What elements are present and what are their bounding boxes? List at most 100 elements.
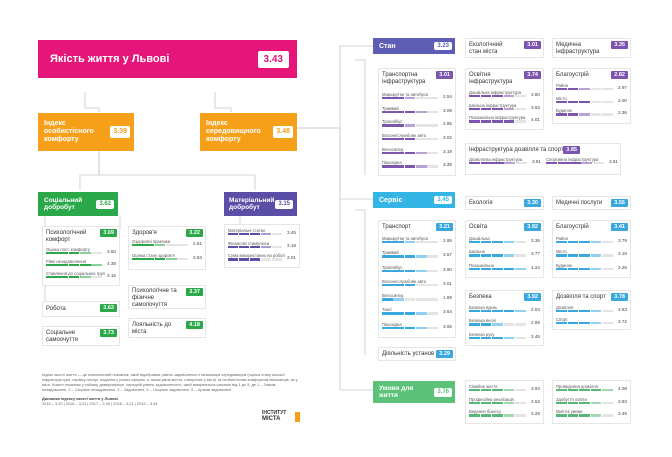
- metric-bar: [382, 312, 438, 315]
- edu-infra-rows: Дошкільна інфраструктура 3.80 Шкільна інфр…: [469, 90, 540, 128]
- metric-bar-segment: [415, 312, 427, 315]
- metric-bar-segment: [393, 326, 405, 330]
- metric-row: Здобуття освіти 3.93: [556, 397, 627, 405]
- education-score: 3.92: [524, 223, 541, 231]
- metric-bar-segment: [480, 162, 492, 165]
- metric-row: Оздоровчі практики 2.81: [132, 239, 202, 247]
- metric-bar-segment: [393, 110, 405, 114]
- metric-row: Безпека вдень 4.04: [469, 305, 540, 313]
- metric-bar-segment: [602, 389, 613, 392]
- trans-infra-card: Транспортна інфраструктура 3.01 Маршрутк…: [378, 68, 456, 176]
- eco-stan-title: Екологічний стан міста: [469, 42, 503, 55]
- social-welfare-box: Соціальний добробут 3.62: [38, 192, 118, 216]
- metric-bar-segment: [427, 138, 438, 141]
- metric-bar-segment: [271, 245, 282, 249]
- metric-label: Шкільна інфраструктура: [469, 102, 517, 108]
- metric-bar-segment: [556, 310, 567, 313]
- metric-value: 3.01: [287, 255, 296, 261]
- social-self-score: 3.73: [100, 329, 117, 337]
- med-infra-score: 3.35: [611, 41, 628, 49]
- physical-score: 3.37: [186, 288, 203, 296]
- work-card: Робота 3.63: [42, 301, 120, 317]
- metric-bar: [556, 414, 613, 417]
- metric-bar-segment: [469, 401, 480, 405]
- metric-bar-segment: [492, 401, 503, 405]
- metric-value: 3.19: [287, 242, 296, 248]
- umovy-title: Умови для життя: [379, 385, 414, 399]
- metric-bar-segment: [260, 245, 272, 249]
- social-welfare-title: Соціальний добробут: [44, 197, 83, 211]
- metric-bar-segment: [602, 254, 613, 257]
- metric-row: Ведення бізнесу 3.29: [469, 409, 540, 417]
- metric-bar-segment: [404, 138, 416, 141]
- metric-row: Дозвіллєва інфраструктура 3.81: [469, 157, 541, 165]
- metric-bar-segment: [79, 252, 91, 255]
- metric-bar-segment: [427, 165, 438, 168]
- metric-label: Дозвіллєва інфраструктура: [469, 157, 523, 162]
- metric-label: Велосипед: [382, 293, 404, 299]
- metric-value: 3.80: [531, 92, 540, 97]
- metric-bar-segment: [415, 326, 427, 330]
- metric-bar-segment: [427, 312, 438, 315]
- leisure-infra-row-b: Спортивна інфраструктура 3.81: [546, 157, 618, 167]
- metric-row: Дошкільна інфраструктура 3.80: [469, 90, 540, 98]
- metric-bar-segment: [567, 100, 579, 104]
- metric-bar-segment: [579, 254, 590, 257]
- metric-bar-segment: [427, 283, 438, 287]
- metric-bar-segment: [515, 95, 526, 98]
- metric-bar-segment: [579, 322, 590, 325]
- metric-label: Ведення бізнесу: [469, 409, 501, 415]
- med-serv-card: Медичні послуги 3.56: [552, 196, 631, 210]
- metric-bar: [228, 233, 282, 236]
- metric-label: Сума використаних на роботі: [228, 253, 286, 259]
- metric-label: Дошкільна: [469, 236, 490, 241]
- metric-row: Мигітні умови 3.49: [556, 409, 627, 417]
- metric-value: 2.36: [618, 110, 627, 116]
- metric-bar: [469, 95, 526, 98]
- metric-bar: [469, 414, 526, 417]
- metric-row: Велосипед 1.89: [382, 293, 452, 301]
- metric-bar-segment: [68, 252, 80, 255]
- metric-bar-segment: [590, 389, 602, 392]
- metric-bar-segment: [579, 310, 590, 313]
- metric-bar-segment: [393, 165, 405, 168]
- metric-bar-segment: [393, 151, 405, 155]
- personal-index-score: 3.39: [110, 126, 130, 138]
- metric-bar: [382, 269, 438, 272]
- metric-bar-segment: [415, 255, 427, 258]
- metric-label: Матеріальні статки: [228, 228, 265, 233]
- note-text: Індекс якості життя — це комплексний пок…: [42, 372, 298, 392]
- metric-bar-segment: [515, 414, 526, 417]
- metric-bar-segment: [382, 241, 393, 244]
- metric-bar-segment: [382, 165, 393, 168]
- metric-bar-segment: [503, 389, 515, 392]
- metric-bar: [132, 244, 188, 247]
- landscape-rows: Район 2.97 Місто 3.00 Будинок 2.36: [556, 83, 627, 121]
- metric-bar-segment: [132, 258, 143, 261]
- metric-bar-segment: [590, 241, 602, 244]
- metric-bar-segment: [249, 258, 261, 261]
- metric-bar-segment: [503, 310, 515, 313]
- metric-row: Будинок 2.36: [556, 108, 627, 116]
- metric-label: Позашкільна інфраструктура: [469, 115, 526, 121]
- metric-bar-segment: [503, 414, 515, 417]
- metric-row: Тролейбус 3.60: [382, 265, 452, 273]
- metric-bar-segment: [556, 100, 567, 104]
- metric-value: 3.15: [107, 273, 116, 278]
- metric-label: Маршрутки та автобуси: [382, 92, 428, 97]
- metric-bar-segment: [503, 336, 515, 340]
- metric-bar-segment: [382, 326, 393, 330]
- psych-title: Психологічний комфорт: [46, 230, 87, 243]
- safety-rows: Безпека вдень 4.04 Безпека вночі 2.89 Безпек…: [469, 305, 540, 345]
- metric-label: Місто: [556, 95, 567, 101]
- metric-bar-segment: [602, 100, 613, 104]
- metric-bar-segment: [238, 245, 250, 249]
- metric-row: Власне/службове авто 3.02: [382, 133, 452, 141]
- metric-bar: [228, 245, 282, 249]
- metric-row: Матеріальні статки 3.45: [228, 228, 296, 236]
- metric-bar-segment: [515, 120, 526, 123]
- leisure-life-rows: Проведення дозвілля 4.08 Здобуття освіти 3.…: [556, 384, 627, 422]
- metric-bar-segment: [567, 401, 579, 405]
- social-self-card: Соціальне самоочуття 3.73: [42, 326, 120, 346]
- metric-bar-segment: [415, 124, 427, 127]
